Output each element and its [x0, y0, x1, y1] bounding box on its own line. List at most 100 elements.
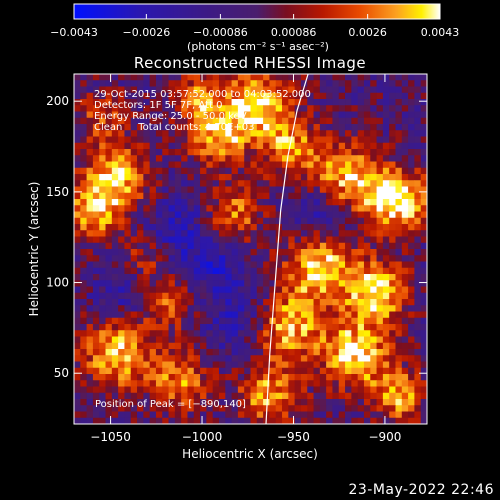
heatmap-cell	[282, 130, 289, 137]
heatmap-cell	[326, 92, 333, 100]
heatmap-cell	[300, 117, 308, 125]
heatmap-cell	[187, 274, 195, 281]
heatmap-cell	[143, 167, 151, 175]
heatmap-cell	[256, 124, 264, 131]
heatmap-cell	[275, 136, 283, 144]
heatmap-cell	[86, 305, 94, 312]
heatmap-cell	[105, 117, 113, 125]
heatmap-cell	[307, 249, 314, 256]
heatmap-cell	[420, 186, 427, 194]
heatmap-cell	[168, 317, 176, 325]
heatmap-cell	[124, 342, 132, 350]
heatmap-cell	[212, 361, 220, 369]
heatmap-cell	[395, 399, 403, 406]
heatmap-cell	[282, 286, 289, 294]
heatmap-cell	[319, 330, 327, 337]
heatmap-cell	[130, 224, 138, 231]
heatmap-cell	[351, 161, 359, 169]
heatmap-cell	[162, 186, 169, 194]
heatmap-cell	[143, 86, 151, 94]
heatmap-cell	[250, 149, 258, 156]
heatmap-cell	[105, 211, 113, 219]
heatmap-cell	[231, 361, 239, 369]
heatmap-cell	[326, 417, 333, 424]
heatmap-cell	[143, 417, 151, 424]
heatmap-cell	[80, 305, 87, 312]
heatmap-cell	[206, 224, 214, 231]
heatmap-cell	[269, 80, 277, 87]
heatmap-cell	[408, 386, 415, 394]
heatmap-cell	[187, 142, 195, 150]
heatmap-cell	[155, 242, 163, 250]
heatmap-cell	[193, 399, 201, 406]
heatmap-cell	[168, 367, 176, 375]
annotation-line: Detectors: 1F 5F 7F, Att 0	[94, 100, 222, 111]
heatmap-cell	[225, 380, 232, 387]
heatmap-cell	[269, 192, 277, 200]
heatmap-cell	[319, 236, 327, 244]
heatmap-cell	[294, 199, 302, 206]
heatmap-cell	[231, 99, 239, 106]
heatmap-cell	[294, 380, 302, 387]
heatmap-cell	[206, 105, 214, 112]
heatmap-cell	[313, 142, 321, 150]
heatmap-cell	[200, 317, 207, 325]
heatmap-cell	[174, 167, 182, 175]
heatmap-cell	[275, 105, 283, 112]
heatmap-cell	[137, 342, 144, 350]
heatmap-cell	[319, 74, 327, 81]
heatmap-cell	[420, 205, 427, 212]
heatmap-cell	[237, 236, 245, 244]
heatmap-cell	[99, 317, 106, 325]
heatmap-cell	[288, 142, 296, 150]
heatmap-cell	[250, 161, 258, 169]
heatmap-cell	[143, 105, 151, 112]
heatmap-cell	[162, 336, 169, 344]
heatmap-cell	[288, 167, 296, 175]
heatmap-cell	[187, 80, 195, 87]
heatmap-cell	[370, 386, 377, 394]
annotation-line: 29-Oct-2015 03:57:52.000 to 04:03:52.000	[94, 89, 311, 100]
heatmap-cell	[149, 280, 157, 287]
heatmap-cell	[193, 274, 201, 281]
heatmap-cell	[99, 186, 106, 194]
heatmap-cell	[382, 105, 390, 112]
heatmap-cell	[168, 355, 176, 362]
heatmap-cell	[80, 405, 87, 412]
heatmap-cell	[225, 130, 232, 137]
heatmap-cell	[300, 192, 308, 200]
heatmap-cell	[231, 349, 239, 356]
heatmap-cell	[99, 99, 106, 106]
heatmap-cell	[149, 361, 157, 369]
heatmap-cell	[288, 349, 296, 356]
heatmap-cell	[275, 417, 283, 424]
heatmap-cell	[313, 255, 321, 262]
heatmap-cell	[414, 342, 422, 350]
heatmap-cell	[137, 255, 144, 262]
heatmap-cell	[105, 174, 113, 181]
heatmap-cell	[250, 86, 258, 94]
heatmap-cell	[92, 124, 100, 131]
heatmap-cell	[345, 74, 352, 81]
heatmap-cell	[370, 236, 377, 244]
heatmap-cell	[269, 324, 277, 331]
heatmap-cell	[143, 155, 151, 162]
heatmap-cell	[351, 330, 359, 337]
heatmap-cell	[363, 124, 371, 131]
heatmap-cell	[206, 74, 214, 81]
heatmap-cell	[319, 136, 327, 144]
heatmap-cell	[231, 342, 239, 350]
heatmap-cell	[105, 392, 113, 400]
heatmap-cell	[338, 80, 346, 87]
heatmap-cell	[225, 211, 232, 219]
heatmap-cell	[357, 249, 365, 256]
heatmap-cell	[187, 174, 195, 181]
heatmap-cell	[319, 286, 327, 294]
heatmap-cell	[174, 192, 182, 200]
heatmap-cell	[313, 199, 321, 206]
heatmap-cell	[408, 192, 415, 200]
heatmap-cell	[319, 367, 327, 375]
heatmap-cell	[218, 136, 226, 144]
heatmap-cell	[282, 317, 289, 325]
heatmap-cell	[363, 80, 371, 87]
